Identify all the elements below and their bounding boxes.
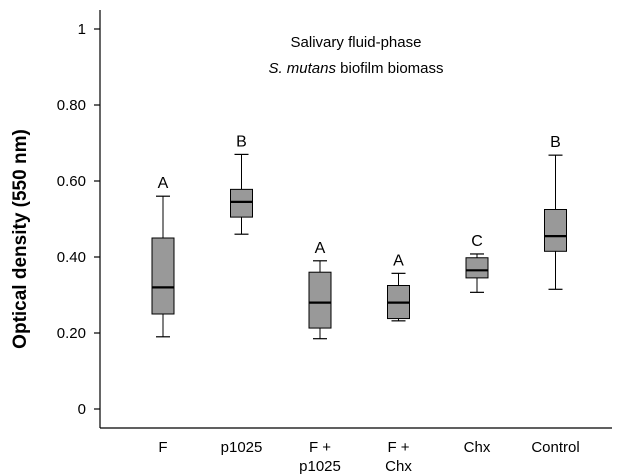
x-tick-label: Chx xyxy=(464,439,491,456)
y-tick-label: 0.40 xyxy=(57,249,86,266)
x-tick-label: F xyxy=(158,439,167,456)
significance-label: B xyxy=(550,134,561,151)
y-tick-label: 0.80 xyxy=(57,97,86,114)
significance-label: C xyxy=(471,233,483,250)
y-ticks: 0 0.20 0.40 0.60 0.80 1 xyxy=(57,21,100,418)
box-group: A xyxy=(308,240,332,340)
y-tick-label: 1 xyxy=(78,21,86,38)
significance-label: A xyxy=(158,175,169,192)
box-iqr xyxy=(308,271,332,329)
x-tick-label: Control xyxy=(531,439,579,456)
box-group: B xyxy=(544,134,567,290)
box-iqr xyxy=(151,237,175,315)
y-tick-label: 0 xyxy=(78,401,86,418)
chart-title-italic: S. mutans xyxy=(268,60,336,77)
box-group: B xyxy=(230,133,253,235)
significance-label: A xyxy=(315,240,326,257)
box-group: A xyxy=(387,252,410,322)
y-tick-label: 0.20 xyxy=(57,325,86,342)
box-iqr xyxy=(465,257,489,279)
boxes: A B A A C B xyxy=(151,133,567,340)
y-axis-label: Optical density (550 nm) xyxy=(10,129,31,349)
chart-title-line2: S. mutans biofilm biomass xyxy=(268,60,443,77)
box-group: A xyxy=(151,175,175,338)
x-tick-label: F + xyxy=(387,439,409,456)
axes: 0 0.20 0.40 0.60 0.80 1 xyxy=(57,10,612,429)
box-iqr xyxy=(544,209,567,252)
x-tick-label: Chx xyxy=(385,458,412,475)
significance-label: B xyxy=(236,133,247,150)
y-tick-label: 0.60 xyxy=(57,173,86,190)
x-tick-label: F + xyxy=(309,439,331,456)
chart-title-line1: Salivary fluid-phase xyxy=(291,34,422,51)
chart-title-rest: biofilm biomass xyxy=(336,60,444,77)
significance-label: A xyxy=(393,252,404,269)
box-iqr xyxy=(230,188,253,218)
x-tick-label: p1025 xyxy=(299,458,341,475)
box-group: C xyxy=(465,233,489,293)
x-tick-label: p1025 xyxy=(221,439,263,456)
